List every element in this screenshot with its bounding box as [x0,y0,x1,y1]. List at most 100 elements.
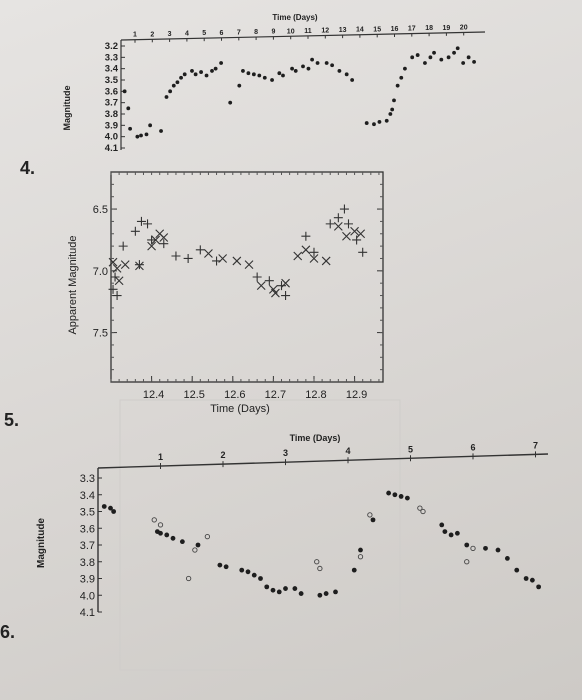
data-point [190,69,194,73]
data-point [466,55,471,60]
question-number-6: 6. [0,622,16,642]
data-point [210,69,214,73]
filled-point [504,556,510,561]
data-point [204,73,209,78]
x-tick-label: 3 [283,448,288,458]
x-tick-label: 12 [321,28,329,35]
data-point [423,61,427,65]
data-point [461,61,466,65]
filled-point [317,592,323,598]
data-point [179,75,183,80]
x-tick-label: 6 [470,442,475,452]
filled-point [170,535,176,541]
x-tick-label: 12.9 [346,389,367,401]
cross-point [151,235,161,245]
data-point [270,78,274,82]
chart-magnitude-7-days: 1 2 3 4 5 6 7 3.3 3.4 3.5 3.6 3.7 3.8 3.9 4.0 4.1 Time (… [36,433,549,619]
cross-point [218,254,228,263]
data-point [372,122,376,127]
cross-point [356,229,366,239]
y-tick-label: 4.0 [80,590,95,602]
x-tick-label: 2 [150,31,154,38]
data-point [415,53,420,57]
data-point [432,50,436,55]
y-tick-label: 3.9 [80,574,95,586]
data-point [257,73,262,78]
plus-point [301,231,311,241]
filled-point [386,490,392,496]
cross-point [321,256,331,266]
filled-point [464,542,470,548]
x-tick-label: 19 [443,25,451,32]
cross-point [232,256,242,266]
data-point [392,98,396,103]
y-tick-label: 3.7 [105,98,118,109]
x-axis-line [120,31,486,41]
x-tick-label: 18 [425,25,433,32]
x-tick-label: 5 [202,30,206,37]
open-point [357,554,364,560]
y-tick-label: 6.5 [93,204,108,216]
filled-point [292,586,298,591]
chart-apparent-magnitude: 12.4 12.5 12.6 12.7 12.8 12.9 6.5 7.0 7.5 Time (D… [67,171,384,415]
cross-point [333,221,343,231]
filled-point [454,530,460,536]
filled-point [495,547,501,553]
data-point [472,59,476,64]
data-point [428,55,433,60]
y-tick-label: 3.8 [105,109,118,120]
filled-point [439,522,445,528]
open-point [367,512,373,518]
cross-point [114,276,124,286]
plus-point [309,247,319,257]
data-point [281,73,285,78]
x-tick-label: 8 [254,29,258,36]
filled-point [404,495,410,501]
data-point [144,132,149,137]
plus-point [134,260,144,270]
cross-point [244,260,254,270]
cross-point [112,263,122,273]
filled-point [448,532,454,538]
open-point [464,559,470,565]
data-point [384,118,389,123]
x-tick-label: 16 [391,26,399,33]
ghost-page-outline [119,399,401,671]
x-tick-label: 11 [304,28,312,35]
data-point [228,100,233,105]
cross-point [271,288,280,298]
x-tick-label: 4 [185,31,189,38]
cross-point [309,254,319,263]
open-point [317,565,323,572]
data-point [135,134,140,139]
data-point [237,83,242,88]
data-point [301,64,305,69]
y-tick-label: 3.8 [80,557,95,569]
data-point [182,72,187,77]
y-tick-label: 3.3 [105,52,118,63]
data-point [388,112,393,116]
filled-point [333,589,338,595]
filled-point [264,584,270,590]
y-tick-label: 3.5 [80,507,95,519]
filled-point [351,567,357,573]
plus-point [325,219,335,229]
y-tick-label: 4.1 [105,143,119,154]
y-tick-label: 4.0 [105,132,118,143]
filled-point [108,505,113,511]
filled-point [523,576,529,581]
x-tick-label: 12.8 [305,389,326,401]
x-tick-label: 7 [533,440,538,450]
y-tick-label: 3.5 [105,75,119,86]
y-tick-label: 3.2 [105,41,118,52]
plus-point [343,219,353,229]
data-point [310,57,314,62]
cross-point [281,278,290,288]
data-point [293,69,298,73]
open-point [204,533,211,540]
data-point [171,83,176,88]
data-point [241,69,245,73]
filled-point [529,577,535,583]
data-point [219,61,224,65]
plus-point [264,276,274,286]
